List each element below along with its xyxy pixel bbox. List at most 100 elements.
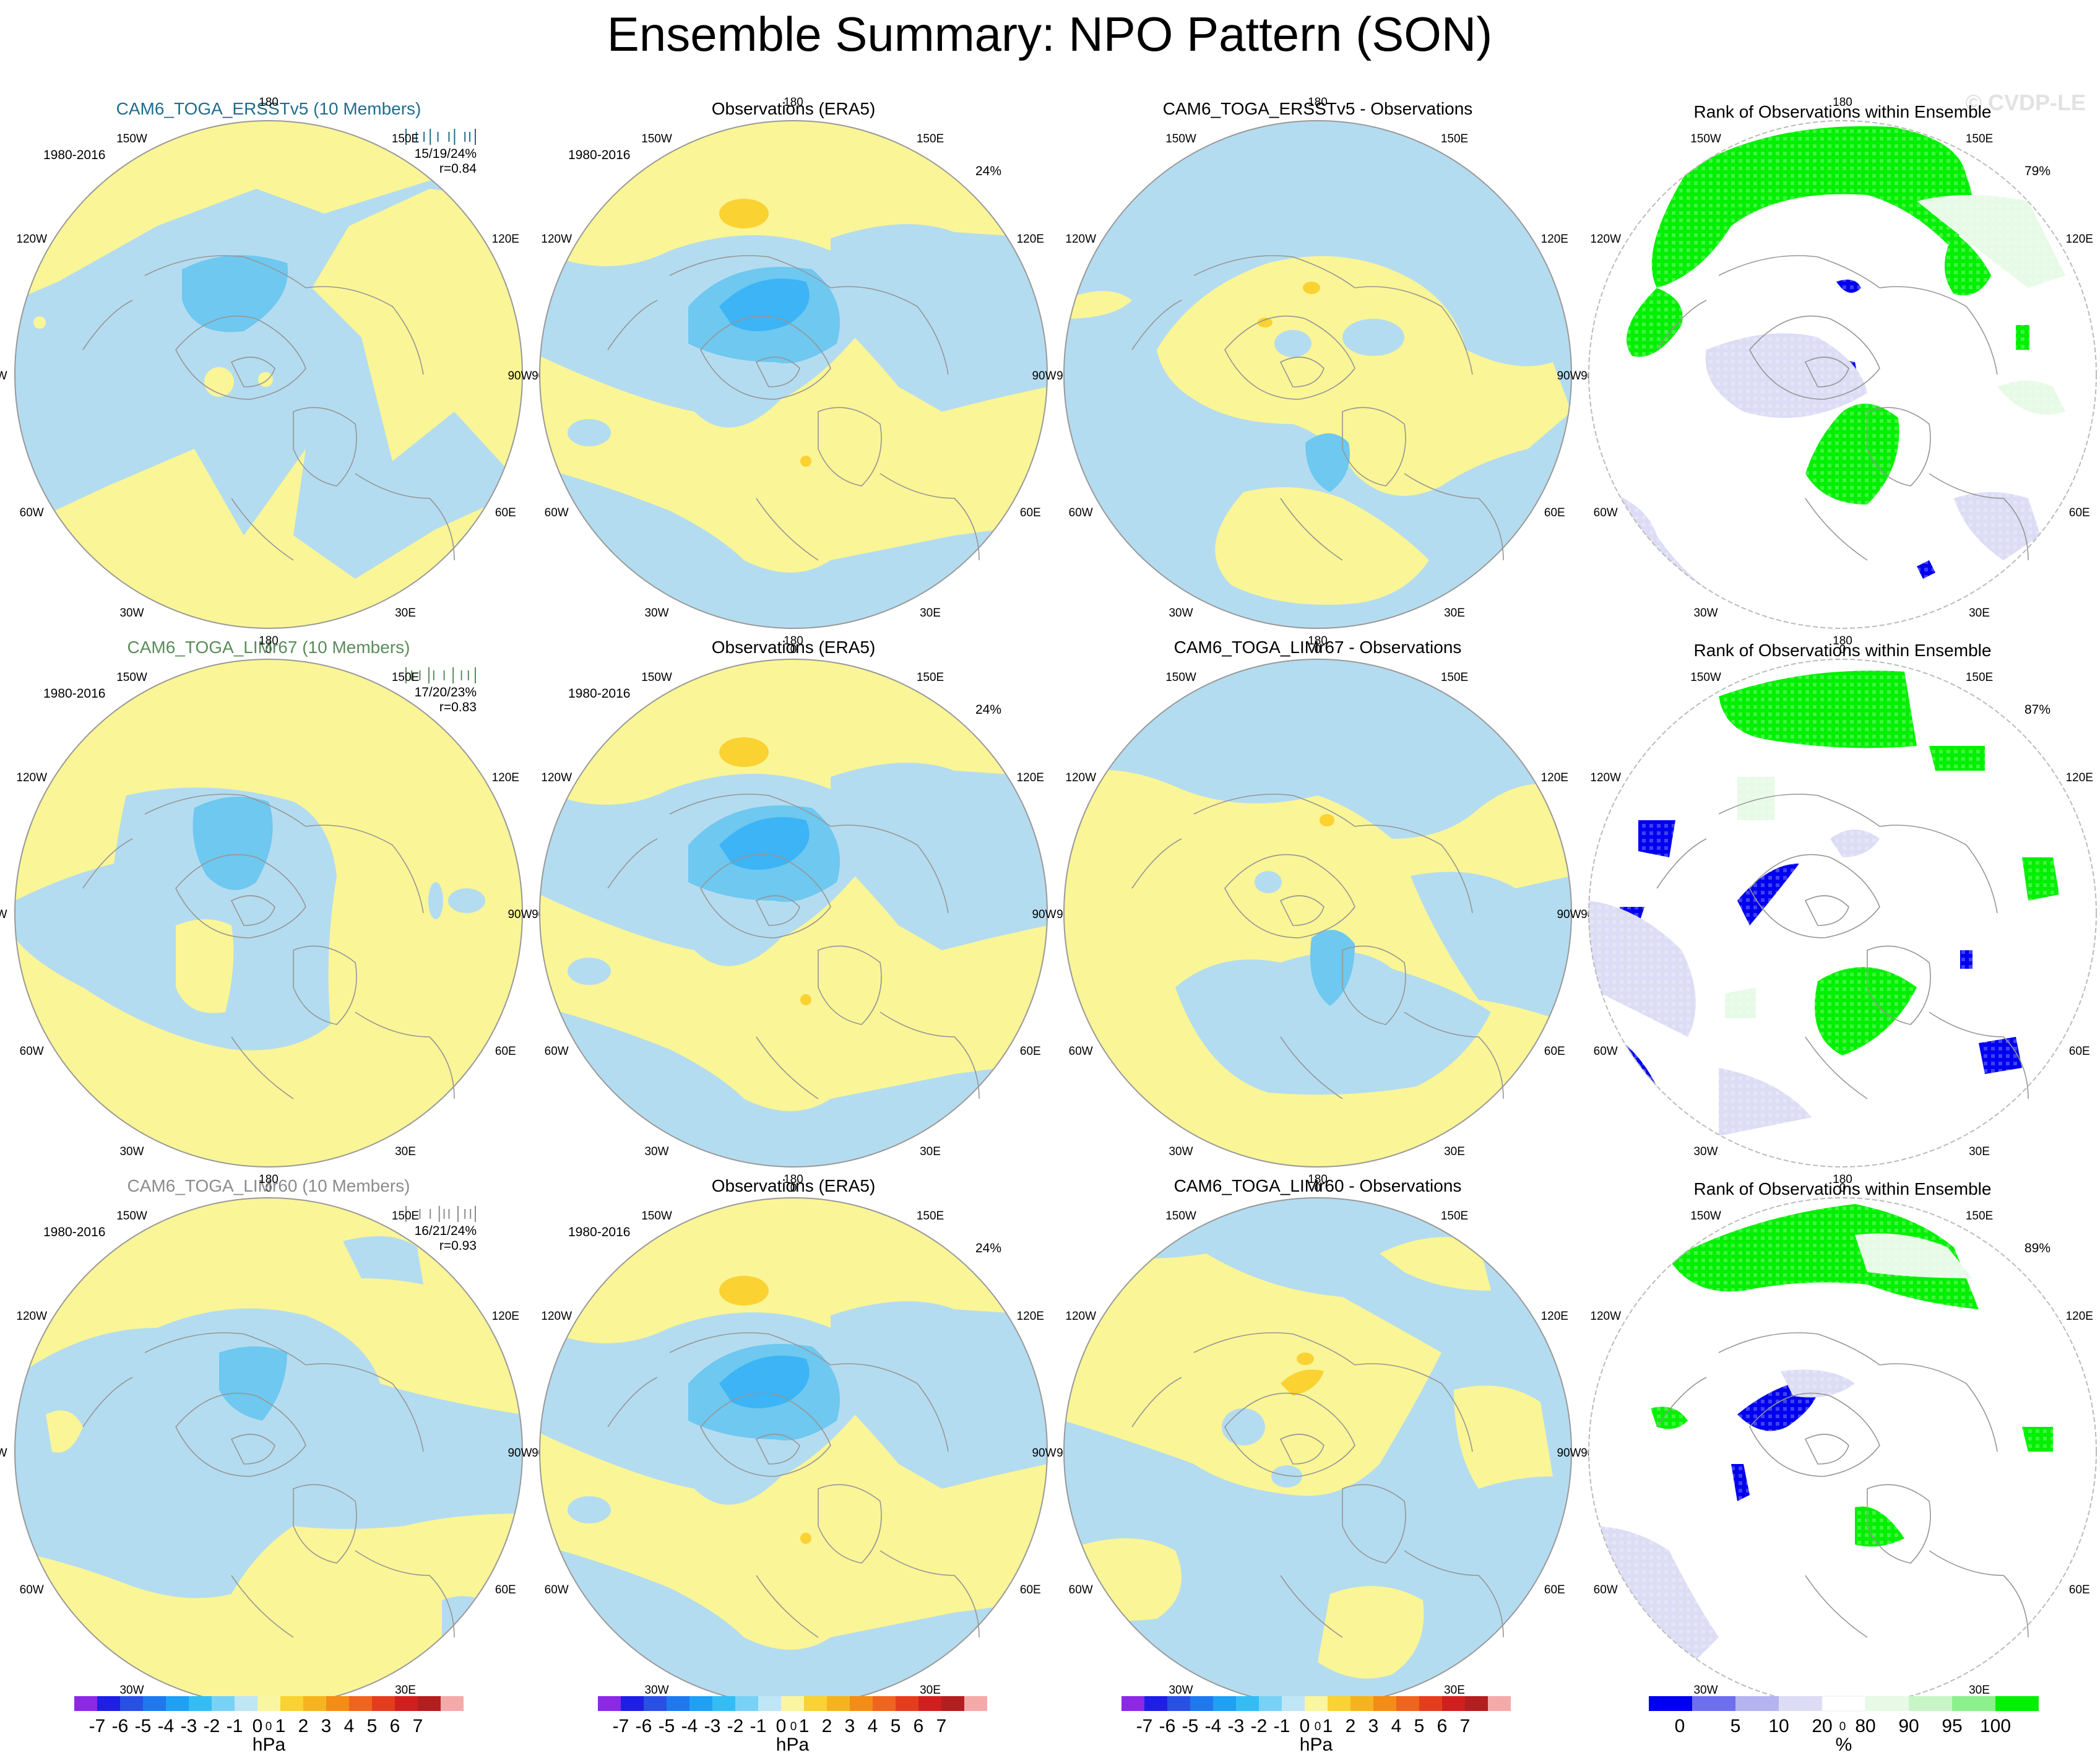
map-negative-region <box>831 1301 1047 1489</box>
colorbar-swatch <box>1995 1696 2039 1711</box>
longitude-labels: 180150E120E90E60E30E030W60W90W120W150W <box>1557 96 2093 656</box>
map-positive-region <box>1320 814 1334 826</box>
colorbar-tick-label: -5 <box>135 1716 152 1736</box>
coastline <box>1404 1550 1504 1638</box>
rank-label: Rank of Observations within Ensemble <box>1694 1179 1992 1198</box>
colorbar-rank: 0 5 10 20 80 90 95 100% <box>1649 1696 2039 1755</box>
longitude-label: 180 <box>259 1173 279 1186</box>
longitude-label: 120E <box>2066 771 2093 784</box>
coastline <box>1749 315 1880 400</box>
coastline <box>1804 1434 1849 1465</box>
panel-difference: CAM6_TOGA_LIMr67 - Observations 180 150E 1… <box>1032 635 1601 1195</box>
longitude-label: 60W <box>545 1583 569 1596</box>
rank-grain <box>1589 1198 2096 1705</box>
colorbar-tick-label: 0 <box>1300 1716 1310 1736</box>
colorbar-tick-label: -3 <box>1228 1716 1245 1736</box>
longitude-label: 60E <box>1020 1583 1041 1596</box>
colorbar-tick-label: -2 <box>727 1716 744 1736</box>
map-negative-region <box>568 1496 611 1523</box>
longitude-label: 0 <box>790 1720 797 1733</box>
map-border <box>1063 659 1572 1167</box>
coastline <box>1342 945 1406 1025</box>
correlation-label: r=0.93 <box>439 1239 477 1253</box>
longitude-label: 60E <box>495 506 516 519</box>
longitude-label: 180 <box>259 96 279 109</box>
longitude-label: 30W <box>644 1684 668 1697</box>
coastline <box>355 1011 455 1099</box>
coastline <box>175 854 306 938</box>
longitude-label: 180 <box>259 635 279 648</box>
longitude-label: 150W <box>641 132 672 145</box>
longitude-label: 0 <box>266 643 272 656</box>
colorbar-swatch <box>850 1696 873 1711</box>
colorbar-swatch <box>667 1696 689 1711</box>
colorbar-tick-label: 3 <box>321 1716 332 1736</box>
rank-pct: 89% <box>2024 1241 2050 1255</box>
longitude-label: 150W <box>1690 132 1721 145</box>
longitude-label: 30E <box>920 1684 941 1697</box>
coastlines <box>82 255 455 561</box>
map-negative-region <box>719 279 810 331</box>
coastline <box>755 895 800 926</box>
longitude-label: 60W <box>1069 1583 1093 1596</box>
map-negative-region <box>219 1346 287 1421</box>
colorbar-tick-label: 1 <box>275 1716 286 1736</box>
coastline <box>1749 854 1880 938</box>
longitude-labels: 180150E120E90E60E30E030W60W90W120W150W <box>508 96 1077 656</box>
map-negative-region <box>831 763 1047 950</box>
stats-label: 15/19/24% <box>415 147 477 161</box>
coastline <box>305 825 424 914</box>
map-positive-region <box>1454 1385 1553 1489</box>
longitude-label: 60W <box>545 1045 569 1058</box>
longitude-label: 180 <box>784 635 803 648</box>
longitude-label: 90W <box>1032 370 1056 383</box>
observations-label: Observations (ERA5) <box>712 1176 876 1195</box>
observations-label: Observations (ERA5) <box>712 99 876 118</box>
colorbar-tick-label: 0 <box>1675 1716 1685 1736</box>
map-negative-region <box>1271 1465 1302 1488</box>
longitude-label: 30E <box>920 1145 941 1158</box>
colorbar-swatch <box>1488 1696 1511 1711</box>
colorbar-tick-label: 5 <box>367 1716 378 1736</box>
coastline <box>830 1363 949 1452</box>
colorbar-units: hPa <box>253 1735 286 1755</box>
colorbar-swatch <box>1952 1696 1995 1711</box>
colorbar-hpa-3: -7 -6 -5 -4 -3 -2 -1 0 1 2 3 4 5 6 7 hPa <box>1121 1696 1511 1755</box>
longitude-label: 150W <box>1165 132 1196 145</box>
coastline <box>175 1392 306 1477</box>
longitude-label: 150E <box>917 671 944 684</box>
colorbar-tick-label: -6 <box>112 1716 129 1736</box>
colorbar-swatch <box>418 1696 441 1711</box>
longitude-label: 30W <box>1693 1684 1718 1697</box>
colorbar-swatch <box>1909 1696 1952 1711</box>
map-positive-region <box>1281 1369 1324 1396</box>
colorbar-swatch <box>1328 1696 1350 1711</box>
longitude-label: 180 <box>1833 635 1852 648</box>
coastline <box>669 1332 831 1366</box>
colorbar-swatch <box>303 1696 326 1711</box>
longitude-labels: 180150E120E90E60E30E030W60W90W120W150W <box>1032 1173 1601 1733</box>
longitude-label: 0 <box>790 1182 797 1195</box>
rank-label: Rank of Observations within Ensemble <box>1694 102 1992 121</box>
colorbar-swatch <box>758 1696 781 1711</box>
coastlines <box>1656 1332 2029 1638</box>
longitude-label: 120E <box>492 771 519 784</box>
coastlines <box>1131 794 1504 1099</box>
coastline <box>756 1036 819 1099</box>
panel-ensemble-mean: CAM6_TOGA_ERSSTv5 (10 Members) 1980-2016… <box>0 96 553 656</box>
longitude-label: 150W <box>1165 1210 1196 1223</box>
longitude-label: 30E <box>395 1145 416 1158</box>
coastline <box>755 1434 800 1465</box>
watermark: © CVDP-LE <box>1965 90 2086 115</box>
colorbar-tick-label: -5 <box>659 1716 675 1736</box>
longitude-label: 30E <box>1969 1684 1990 1697</box>
colorbar-units: hPa <box>1300 1735 1333 1755</box>
coastline <box>818 407 882 487</box>
colorbar-swatch <box>1167 1696 1190 1711</box>
map-positive-region <box>719 1276 769 1306</box>
map-border <box>539 120 1048 629</box>
longitude-label: 90W <box>0 370 7 383</box>
colorbar-tick-label: -4 <box>681 1716 698 1736</box>
coastline <box>1867 1484 1931 1564</box>
map-negative-region <box>540 1544 1047 1705</box>
